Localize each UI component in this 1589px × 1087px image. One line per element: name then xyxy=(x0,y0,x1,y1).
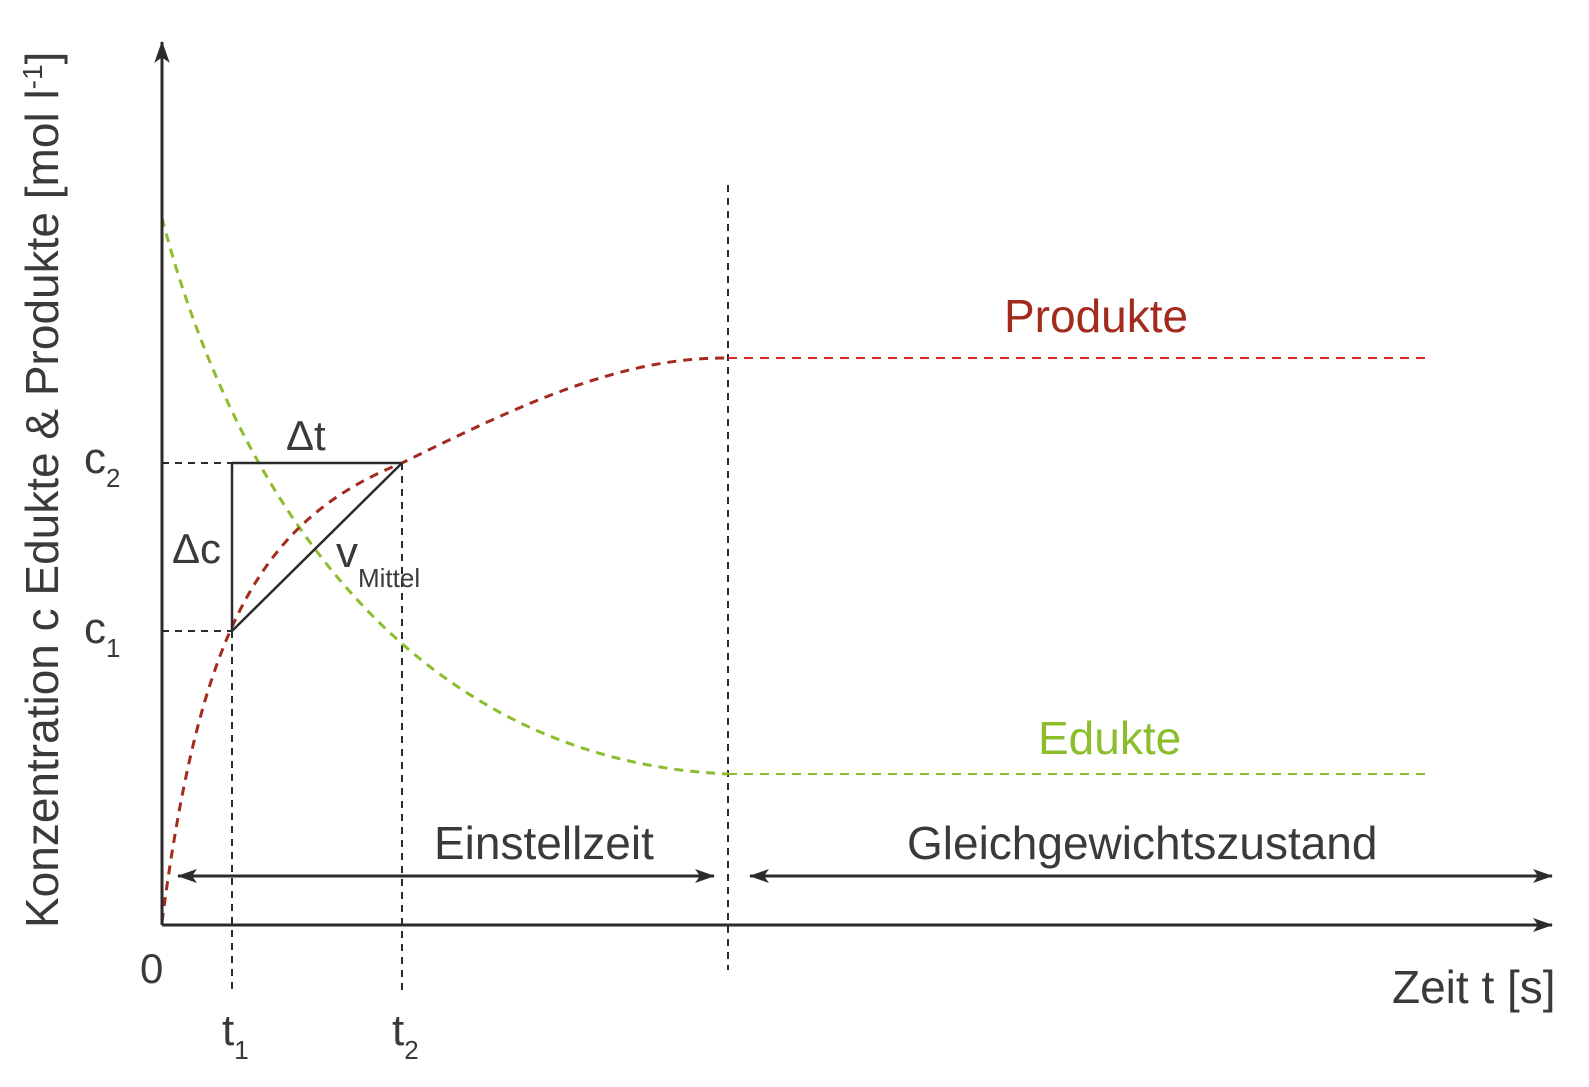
delta-t-label: Δt xyxy=(286,412,326,459)
produkte-curve xyxy=(160,356,729,923)
y-axis-label: Konzentration c Edukte & Produkte [mol l… xyxy=(16,52,68,928)
v-mittel-label: vMittel xyxy=(336,528,420,593)
secant-line xyxy=(231,462,403,632)
produkte-label: Produkte xyxy=(1004,290,1188,342)
origin-label: 0 xyxy=(140,945,163,992)
c1-label: c1 xyxy=(84,604,120,663)
delta-c-label: Δc xyxy=(172,525,221,572)
gleichgewicht-label: Gleichgewichtszustand xyxy=(907,817,1377,869)
x-axis-label: Zeit t [s] xyxy=(1392,961,1556,1013)
einstellzeit-label: Einstellzeit xyxy=(434,817,654,869)
c2-label: c2 xyxy=(84,434,120,493)
edukte-curve xyxy=(160,217,729,776)
edukte-label: Edukte xyxy=(1038,712,1181,764)
t2-label: t2 xyxy=(392,1006,419,1065)
t1-label: t1 xyxy=(222,1006,249,1065)
